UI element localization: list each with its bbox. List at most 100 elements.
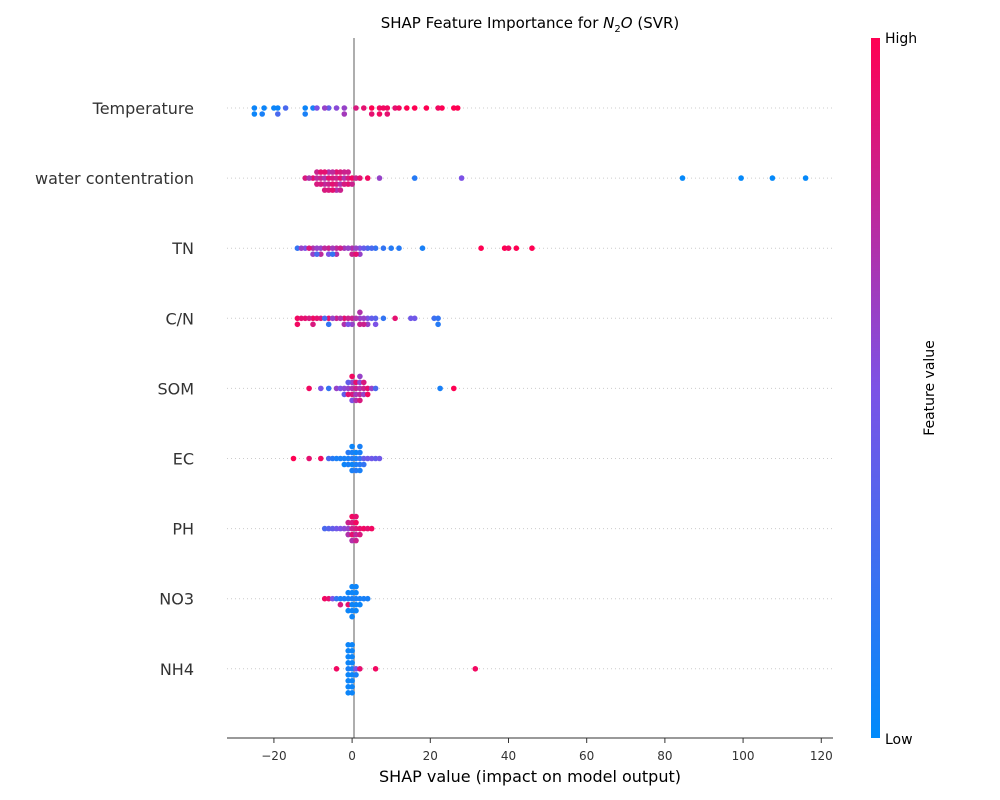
shap-point xyxy=(353,461,359,468)
shap-point xyxy=(357,391,363,398)
shap-point xyxy=(679,175,686,181)
shap-point xyxy=(349,455,355,462)
shap-point xyxy=(353,666,359,672)
shap-point xyxy=(325,169,332,175)
shap-point xyxy=(368,111,375,117)
shap-point xyxy=(435,321,441,328)
shap-point xyxy=(321,245,328,251)
shap-point xyxy=(364,525,371,532)
colorbar-title: Feature value xyxy=(922,340,938,436)
shap-point xyxy=(290,455,297,462)
shap-point xyxy=(325,251,332,257)
shap-point xyxy=(349,537,355,544)
shap-point xyxy=(329,251,336,257)
x-tick-label: 20 xyxy=(423,749,438,763)
shap-point xyxy=(372,315,379,322)
shap-point xyxy=(306,315,312,322)
shap-point xyxy=(325,315,332,322)
shap-point xyxy=(345,690,352,696)
shap-point xyxy=(329,187,336,193)
shap-point xyxy=(458,175,465,181)
shap-point xyxy=(345,245,352,251)
shap-point xyxy=(439,105,445,111)
shap-point xyxy=(333,187,340,193)
shap-point xyxy=(333,245,340,251)
shap-point xyxy=(349,519,355,526)
shap-point xyxy=(357,467,363,474)
shap-point xyxy=(310,321,316,328)
shap-point xyxy=(357,443,363,450)
shap-point xyxy=(310,315,316,322)
shap-point xyxy=(353,175,359,181)
colorbar xyxy=(871,38,880,738)
feature-label: TN xyxy=(171,239,194,258)
shap-point xyxy=(337,245,344,251)
feature-labels: Temperature water contentration TN C/N SOM EC… xyxy=(35,99,194,679)
shap-point xyxy=(314,181,320,187)
title-math-sub: 2 xyxy=(614,24,620,35)
shap-point xyxy=(388,245,395,251)
feature-label: SOM xyxy=(157,379,194,398)
shap-point xyxy=(251,111,258,117)
shap-point xyxy=(435,315,441,322)
shap-point xyxy=(353,467,359,474)
shap-point xyxy=(357,245,363,251)
shap-point xyxy=(306,385,312,392)
x-tick-label: 60 xyxy=(579,749,594,763)
feature-label: water contentration xyxy=(35,169,194,188)
shap-point xyxy=(337,601,344,608)
shap-point xyxy=(341,391,348,398)
shap-point xyxy=(738,175,744,181)
shap-point xyxy=(341,595,348,602)
shap-point xyxy=(357,666,363,672)
shap-point xyxy=(345,385,352,392)
shap-point xyxy=(472,666,479,672)
shap-point xyxy=(321,169,328,175)
colorbar-low-label: Low xyxy=(885,732,913,748)
x-tick-label: −20 xyxy=(261,749,286,763)
shap-point xyxy=(437,385,443,392)
shap-point xyxy=(329,455,336,462)
shap-point xyxy=(333,105,340,111)
shap-point xyxy=(341,181,348,187)
shap-point xyxy=(345,589,352,596)
shap-point xyxy=(349,607,355,614)
shap-point xyxy=(294,315,301,322)
shap-point xyxy=(325,187,332,193)
shap-point xyxy=(275,111,281,117)
shap-point xyxy=(411,315,418,322)
shap-point xyxy=(372,666,379,672)
shap-point xyxy=(325,595,332,602)
shap-point xyxy=(321,181,328,187)
shap-point xyxy=(349,449,355,456)
shap-point xyxy=(353,537,359,544)
feature-label: NH4 xyxy=(160,660,194,679)
shap-point xyxy=(364,245,371,251)
shap-point xyxy=(302,315,309,322)
shap-point xyxy=(318,315,324,322)
shap-point xyxy=(302,245,309,251)
shap-point xyxy=(364,391,371,398)
shap-point xyxy=(314,315,320,322)
shap-point xyxy=(353,397,359,404)
shap-point xyxy=(361,595,367,602)
shap-point xyxy=(333,595,340,602)
shap-point xyxy=(314,245,320,251)
shap-point xyxy=(345,315,352,322)
shap-point xyxy=(357,595,363,602)
shap-point xyxy=(353,583,359,590)
shap-point xyxy=(349,373,355,380)
shap-point xyxy=(349,613,355,620)
shap-point xyxy=(321,175,328,181)
shap-point xyxy=(404,105,410,111)
shap-point xyxy=(329,175,336,181)
shap-point xyxy=(318,245,324,251)
shap-point xyxy=(368,315,375,322)
shap-point xyxy=(349,467,355,474)
shap-point xyxy=(357,601,363,608)
shap-point xyxy=(364,315,371,322)
shap-point xyxy=(349,595,355,602)
shap-point xyxy=(302,175,309,181)
shap-point xyxy=(349,443,355,450)
shap-point xyxy=(372,455,379,462)
